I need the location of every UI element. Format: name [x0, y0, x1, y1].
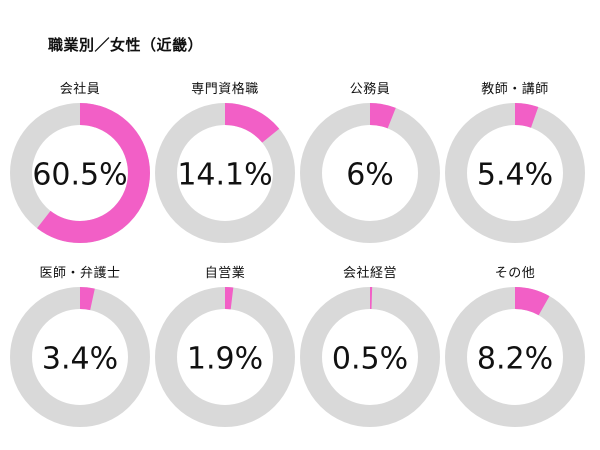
donut-chart: 6%: [300, 103, 440, 243]
percent-label: 3.4%: [42, 342, 118, 377]
donut-value-arc: [155, 103, 295, 243]
category-label: 会社経営: [342, 266, 397, 281]
donut-card: 公務員 6%: [300, 78, 440, 263]
donut-card: 専門資格職 14.1%: [155, 78, 295, 263]
donut-chart: 14.1%: [155, 103, 295, 243]
percent-label: 60.5%: [32, 158, 127, 193]
donut-chart: 8.2%: [445, 287, 585, 427]
donut-card: 会社員 60.5%: [10, 78, 150, 263]
donut-value-arc: [155, 287, 295, 427]
donut-value-arc: [445, 287, 585, 427]
percent-label: 14.1%: [177, 158, 272, 193]
percent-label: 6%: [346, 158, 394, 193]
donut-card: 医師・弁護士 3.4%: [10, 262, 150, 447]
donut-card: 教師・講師 5.4%: [445, 78, 585, 263]
donut-card: 自営業 1.9%: [155, 262, 295, 447]
donut-chart: 1.9%: [155, 287, 295, 427]
category-label: 会社員: [59, 82, 101, 97]
category-label: 医師・弁護士: [39, 266, 121, 281]
donut-chart: 0.5%: [300, 287, 440, 427]
percent-label: 0.5%: [332, 342, 408, 377]
donut-chart: 60.5%: [10, 103, 150, 243]
category-label: 公務員: [349, 82, 391, 97]
donut-value-arc: [300, 287, 440, 427]
category-label: その他: [494, 266, 536, 281]
chart-title: 職業別／女性（近畿）: [48, 36, 204, 54]
category-label: 教師・講師: [481, 82, 549, 97]
percent-label: 5.4%: [477, 158, 553, 193]
donut-card: その他 8.2%: [445, 262, 585, 447]
donut-chart: 5.4%: [445, 103, 585, 243]
donut-value-arc: [10, 103, 150, 243]
donut-value-arc: [10, 287, 150, 427]
category-label: 自営業: [204, 266, 246, 281]
donut-chart: 3.4%: [10, 287, 150, 427]
donut-value-arc: [300, 103, 440, 243]
donut-value-arc: [445, 103, 585, 243]
percent-label: 1.9%: [187, 342, 263, 377]
donut-card: 会社経営 0.5%: [300, 262, 440, 447]
percent-label: 8.2%: [477, 342, 553, 377]
category-label: 専門資格職: [191, 82, 259, 97]
